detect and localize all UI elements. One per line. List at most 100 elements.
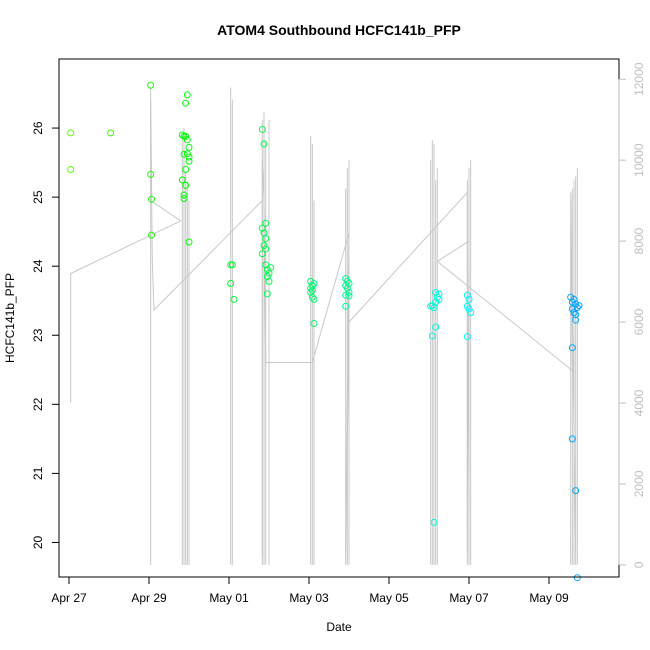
data-point <box>260 241 268 249</box>
data-point <box>107 129 115 137</box>
data-point <box>307 288 315 296</box>
data-point <box>178 176 186 184</box>
data-point <box>343 284 351 292</box>
data-point <box>148 195 155 203</box>
data-point <box>185 157 193 165</box>
x-tick-label: Apr 27 <box>51 591 87 605</box>
y-axis-label: HCFC141b_PFP <box>3 273 17 363</box>
x-tick-label: Apr 29 <box>131 591 167 605</box>
data-point <box>67 166 75 174</box>
right-y-tick-label: 2000 <box>632 470 646 497</box>
right-y-tick-label: 10000 <box>632 143 646 177</box>
right-y-tick-label: 12000 <box>632 62 646 96</box>
data-point <box>573 574 581 582</box>
data-point <box>183 150 191 158</box>
data-point <box>343 277 351 285</box>
data-point <box>342 291 350 299</box>
data-point <box>432 288 440 296</box>
data-point <box>265 277 273 285</box>
data-point <box>435 295 443 303</box>
data-point <box>568 435 576 443</box>
right-y-tick-label: 4000 <box>632 389 646 416</box>
data-point <box>227 279 235 287</box>
right-y-axis: 0 2000 4000 6000 8000 10000 12000 <box>618 62 646 568</box>
right-y-tick-label: 6000 <box>632 308 646 335</box>
data-point <box>262 219 270 227</box>
data-point <box>432 323 440 331</box>
data-point <box>182 181 190 189</box>
data-point <box>430 518 438 526</box>
y-tick-label: 23 <box>31 328 45 342</box>
data-point <box>263 290 271 298</box>
data-point <box>467 308 475 316</box>
chart-title: ATOM4 Southbound HCFC141b_PFP <box>217 22 461 38</box>
data-point <box>258 250 266 258</box>
data-point <box>572 487 580 495</box>
data-point <box>180 195 188 203</box>
data-point <box>230 295 238 303</box>
x-tick-label: May 07 <box>449 591 489 605</box>
y-tick-label: 20 <box>31 535 45 549</box>
data-point <box>570 308 578 316</box>
data-point <box>147 81 155 89</box>
data-point <box>310 320 318 328</box>
data-point <box>260 140 268 148</box>
data-point <box>178 131 186 139</box>
x-tick-label: May 03 <box>289 591 329 605</box>
x-axis-label: Date <box>326 620 352 634</box>
data-point <box>258 125 266 133</box>
data-point <box>182 99 190 107</box>
data-point <box>185 153 193 161</box>
data-point <box>147 170 155 178</box>
data-point <box>262 235 270 243</box>
data-point <box>67 129 75 137</box>
altitude-line <box>70 99 577 557</box>
data-point <box>428 332 436 340</box>
x-tick-label: May 05 <box>369 591 409 605</box>
data-point <box>575 302 583 310</box>
data-point <box>310 295 318 303</box>
y-tick-label: 26 <box>31 121 45 135</box>
data-point <box>228 261 236 269</box>
data-point <box>183 136 191 144</box>
plot-frame <box>58 58 620 578</box>
data-point <box>572 300 580 308</box>
data-point <box>568 305 576 313</box>
data-point <box>262 245 270 253</box>
x-tick-label: May 09 <box>529 591 569 605</box>
y-tick-label: 24 <box>31 259 45 273</box>
y-tick-label: 25 <box>31 190 45 204</box>
data-point <box>185 143 193 151</box>
data-point <box>568 344 576 352</box>
data-point <box>180 191 188 199</box>
points-layer <box>67 81 583 582</box>
data-point <box>570 295 578 303</box>
data-point <box>183 91 191 99</box>
data-point <box>258 224 266 232</box>
y-tick-label: 22 <box>31 397 45 411</box>
y-axis: 20 21 22 23 24 25 26 <box>31 121 60 549</box>
data-point <box>573 304 581 312</box>
data-point <box>148 231 155 239</box>
data-point <box>463 333 471 341</box>
data-point <box>307 284 315 292</box>
data-point <box>308 293 316 301</box>
data-point <box>465 295 473 303</box>
data-point <box>263 273 271 281</box>
data-point <box>342 302 350 310</box>
data-point <box>310 279 318 287</box>
data-point <box>267 264 275 272</box>
data-point <box>185 238 193 246</box>
x-tick-label: May 01 <box>209 591 249 605</box>
data-point <box>463 291 471 299</box>
data-point <box>433 293 441 301</box>
x-axis: Apr 27 Apr 29 May 01 May 03 May 05 May 07 May … <box>51 576 569 605</box>
data-point <box>182 166 190 174</box>
data-point <box>182 132 190 140</box>
y-tick-label: 21 <box>31 466 45 480</box>
data-point <box>345 292 353 300</box>
right-y-tick-label: 8000 <box>632 227 646 254</box>
data-point <box>465 305 473 313</box>
data-point <box>308 286 316 294</box>
